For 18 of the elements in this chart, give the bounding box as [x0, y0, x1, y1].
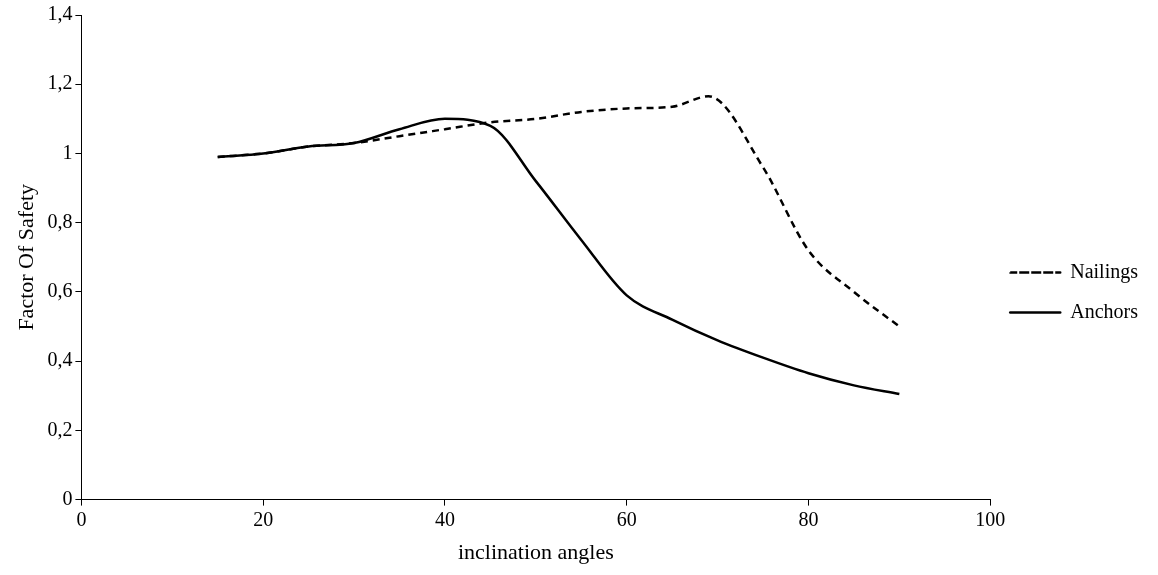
legend-label: Anchors — [1070, 299, 1139, 322]
y-tick-label: 0,6 — [47, 279, 73, 302]
y-tick-label: 0,8 — [47, 209, 73, 232]
x-tick-label: 40 — [434, 507, 455, 530]
y-axis-title: Factor Of Safety — [12, 183, 38, 331]
legend-label: Nailings — [1070, 259, 1139, 283]
y-tick-label: 0,4 — [47, 348, 73, 371]
y-tick-label: 0,2 — [47, 417, 73, 440]
x-tick-label: 0 — [76, 507, 87, 530]
x-tick-label: 60 — [616, 507, 637, 530]
x-axis-title: inclination angles — [457, 538, 614, 564]
x-tick-label: 100 — [975, 507, 1006, 530]
y-tick-label: 0 — [62, 486, 73, 509]
x-tick-label: 80 — [798, 507, 819, 530]
x-tick-label: 20 — [253, 507, 274, 530]
y-tick-label: 1 — [62, 140, 73, 163]
y-tick-label: 1,2 — [47, 71, 73, 94]
y-tick-label: 1,4 — [47, 2, 73, 25]
